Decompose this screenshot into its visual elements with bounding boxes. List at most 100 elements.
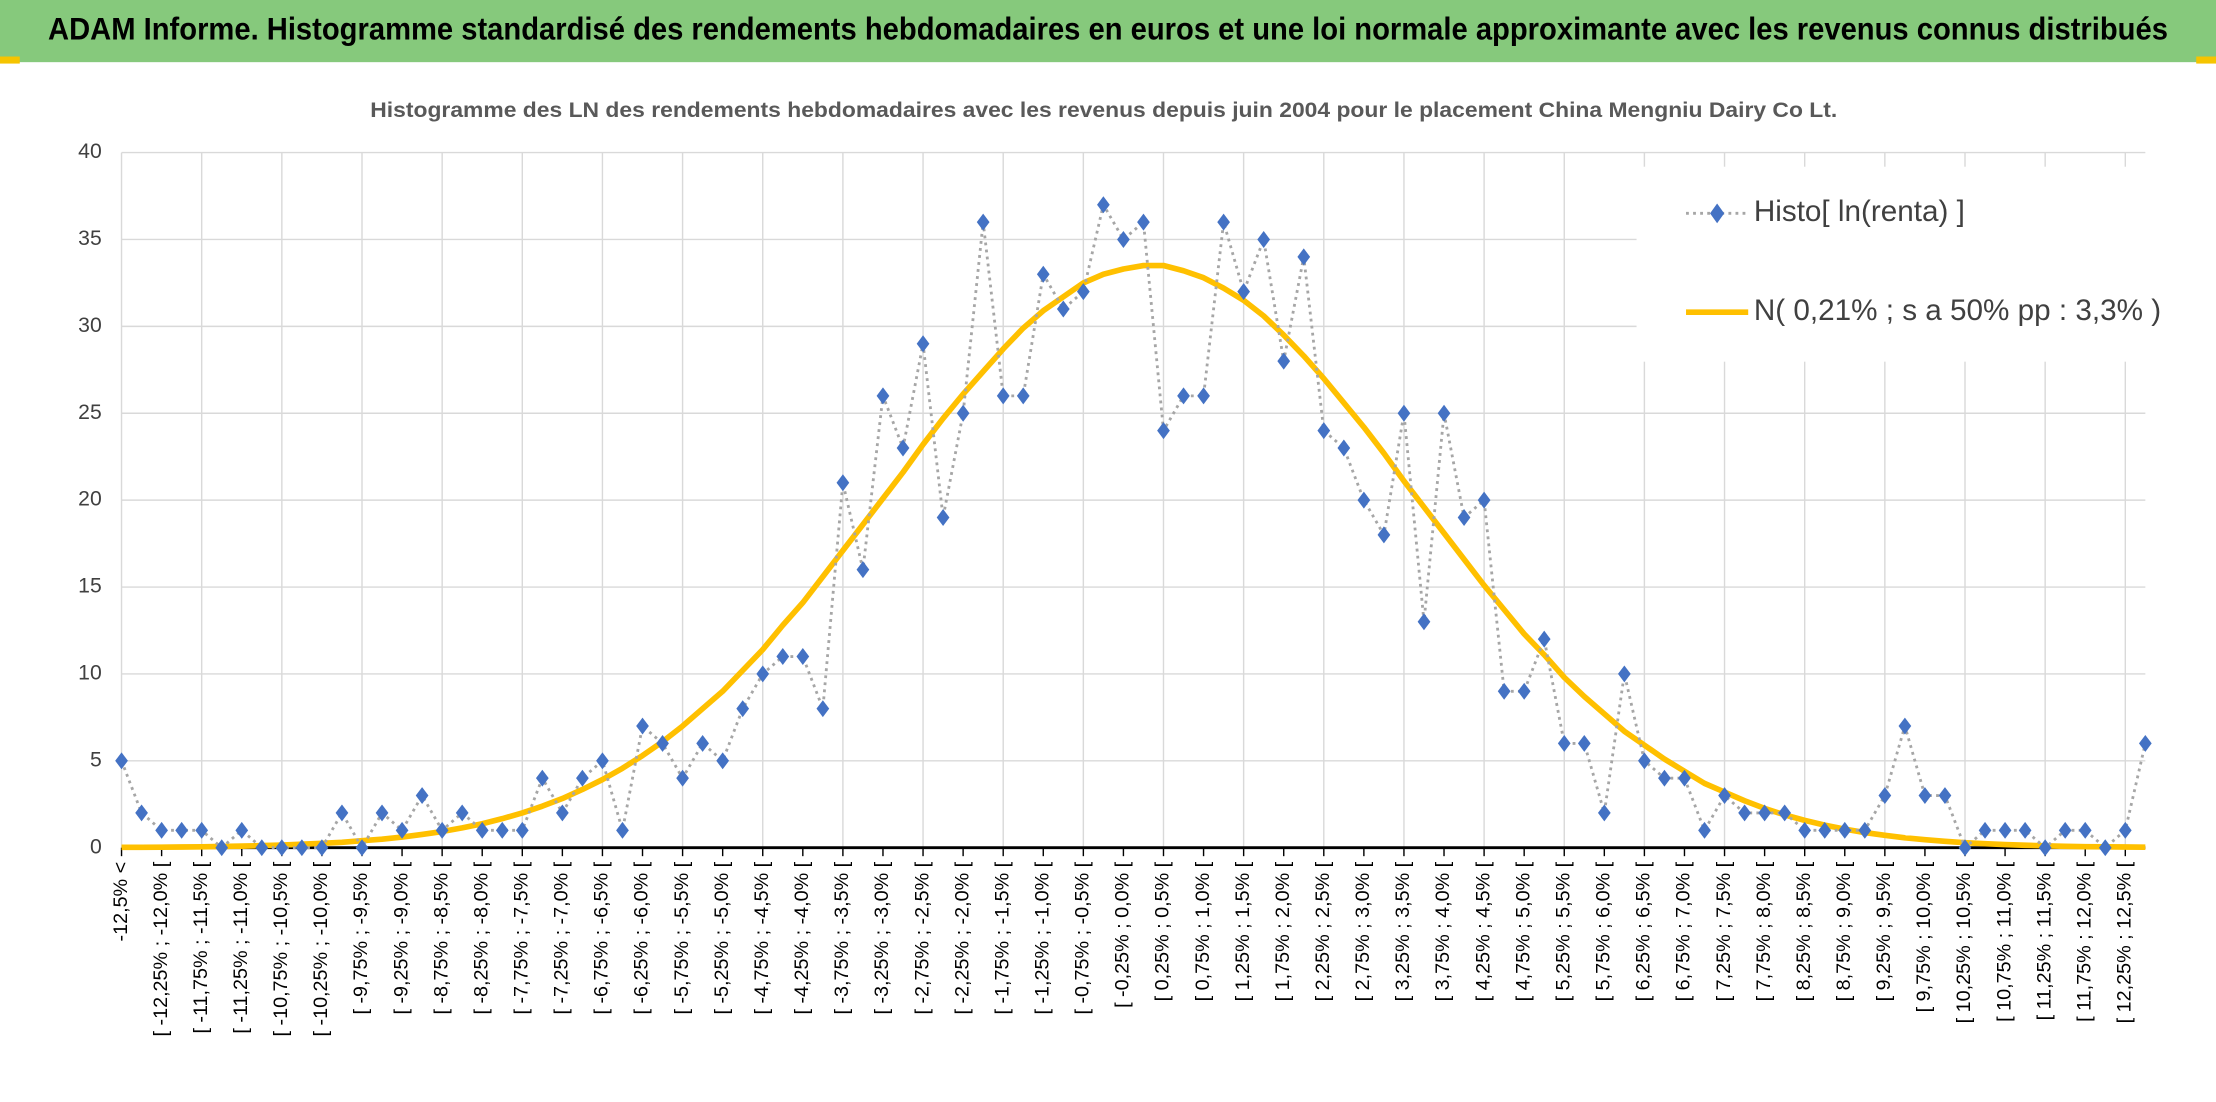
marker [1738,804,1751,822]
marker [1397,404,1411,422]
x-tick-label: [ 3,75% ; 4,0% [ [1432,861,1454,1001]
x-tick-label: [ 9,25% ; 9,5% [ [1873,861,1895,1001]
x-tick-label: [ -5,25% ; -5,0% [ [711,861,733,1014]
x-tick-label: [ 1,25% ; 1,5% [ [1232,861,1254,1001]
marker [215,839,229,857]
marker [1758,804,1771,822]
corner [0,56,20,64]
x-tick-label: [ -2,75% ; -2,5% [ [911,861,933,1014]
marker [1638,752,1651,770]
x-tick-label: [ 9,75% ; 10,0% [ [1913,861,1935,1012]
marker [1257,230,1271,248]
x-tick-label: [ 11,75% ; 12,0% [ [2073,861,2095,1022]
marker [2078,821,2092,839]
x-tick-label: [ 8,25% ; 8,5% [ [1793,861,1815,1001]
marker [515,821,529,839]
marker [896,439,910,457]
marker [1137,213,1150,231]
marker [1357,491,1371,509]
x-tick-label: [ 0,25% ; 0,5% [ [1152,861,1174,1001]
x-tick-label: [ -12,25% ; -12,0% [ [150,861,172,1036]
y-tick-label: 35 [78,227,102,250]
marker [435,821,449,839]
x-tick-label: [ -5,75% ; -5,5% [ [671,861,693,1014]
y-tick-label: 10 [78,662,102,685]
marker [1978,821,1992,839]
marker [1918,787,1932,805]
marker [836,474,850,492]
x-tick-label: [ -0,25% ; 0,0% [ [1112,861,1134,1008]
marker [175,821,189,839]
marker [1517,682,1531,700]
marker [2098,839,2112,857]
marker [776,648,790,666]
marker [2038,839,2052,857]
x-tick-label: [ -7,25% ; -7,0% [ [551,861,573,1014]
x-tick-label: [ 5,75% ; 6,0% [ [1593,861,1615,1001]
legend-label: Histo[ ln(renta) ] [1754,195,1965,228]
x-tick-label: [ -8,75% ; -8,5% [ [430,861,452,1014]
x-tick-label: [ 6,25% ; 6,5% [ [1633,861,1655,1001]
marker [696,734,709,752]
y-tick-label: 25 [78,401,102,424]
x-tick-label: [ 2,25% ; 2,5% [ [1312,861,1334,1001]
marker [1778,804,1792,822]
x-tick-label: [ 6,75% ; 7,0% [ [1673,861,1695,1001]
x-tick-label: [ 11,25% ; 11,5% [ [2033,861,2055,1020]
page-title: ADAM Informe. Histogramme standardisé de… [48,11,2168,46]
marker [916,335,930,353]
marker [135,804,148,822]
marker [656,734,669,752]
x-tick-label: [ -9,75% ; -9,5% [ [350,861,372,1014]
x-tick-label: [ -4,75% ; -4,5% [ [751,861,773,1014]
marker [1998,821,2012,839]
corner [2196,56,2216,64]
marker [1658,769,1671,787]
chart-title: Histogramme des LN des rendements hebdom… [370,99,1837,122]
marker [996,387,1010,405]
legend-label: N( 0,21% ; s a 50% pp : 3,3% ) [1754,294,2161,327]
marker [876,387,890,405]
marker [375,804,389,822]
x-tick-label: [ 4,25% ; 4,5% [ [1472,861,1494,1001]
y-tick-label: 40 [78,140,102,163]
header-banner [0,0,2216,63]
x-tick-label: [ 12,25% ; 12,5% [ [2114,861,2136,1023]
marker [816,700,830,718]
x-tick-label: [ -0,75% ; -0,5% [ [1072,861,1094,1014]
y-tick-label: 15 [78,575,102,598]
marker [1577,734,1591,752]
marker [2138,734,2152,752]
x-tick-label: [ 2,75% ; 3,0% [ [1352,861,1374,1001]
marker [556,804,569,822]
marker [415,787,429,805]
marker [1878,787,1892,805]
x-tick-label: [ -10,25% ; -10,0% [ [310,861,332,1036]
x-tick-label: [ -9,25% ; -9,0% [ [390,861,412,1014]
marker [1097,196,1110,214]
y-tick-label: 30 [78,314,102,337]
marker [1617,665,1631,683]
marker [1157,422,1170,440]
series-line [121,262,2146,851]
x-tick-label: [ -10,75% ; -10,5% [ [270,861,292,1036]
x-tick-label: [ -6,25% ; -6,0% [ [631,861,653,1014]
x-tick-label: [ -3,75% ; -3,5% [ [831,861,853,1014]
marker [1898,717,1912,735]
x-tick-label: [ -2,25% ; -2,0% [ [951,861,973,1014]
marker [796,648,810,666]
marker [956,404,970,422]
x-tick-label: [ 0,75% ; 1,0% [ [1192,861,1214,1001]
marker [315,839,329,857]
marker [736,700,750,718]
x-tick-label: [ -4,25% ; -4,0% [ [791,861,813,1014]
marker [1537,630,1551,648]
marker [1117,230,1130,248]
marker [2018,821,2032,839]
marker [395,821,409,839]
marker [295,839,309,857]
x-tick-label: [ 8,75% ; 9,0% [ [1833,861,1855,1001]
marker [495,821,509,839]
marker [115,752,128,770]
